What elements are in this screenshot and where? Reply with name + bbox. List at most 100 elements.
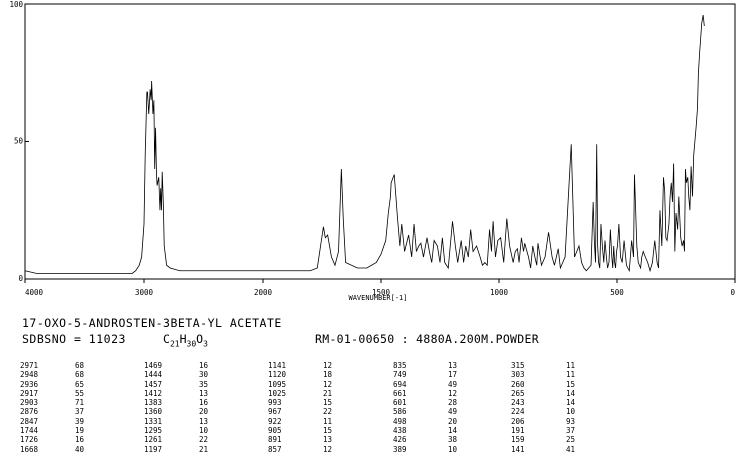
x-axis-label: WAVENUMBER[-1] bbox=[348, 294, 407, 302]
peak-wavenumber: 967 bbox=[268, 407, 282, 417]
peak-row: 1261 22 bbox=[144, 435, 254, 444]
peak-row: 141 41 bbox=[511, 445, 621, 454]
peak-wavenumber: 159 bbox=[511, 435, 525, 445]
peak-wavenumber: 835 bbox=[393, 361, 407, 370]
peak-intensity: 13 bbox=[199, 388, 209, 398]
peak-intensity: 14 bbox=[566, 398, 576, 408]
peak-row: 224 10 bbox=[511, 407, 621, 416]
peak-row: 1025 21 bbox=[268, 389, 378, 398]
peak-wavenumber: 2903 bbox=[20, 398, 39, 408]
peak-intensity: 21 bbox=[323, 388, 333, 398]
peak-wavenumber: 389 bbox=[393, 444, 407, 454]
peak-wavenumber: 438 bbox=[393, 426, 407, 436]
x-tick-label-3000: 3000 bbox=[135, 288, 154, 297]
y-tick-label-0: 0 bbox=[18, 274, 23, 283]
peak-row: 1412 13 bbox=[144, 389, 254, 398]
peak-row: 1197 21 bbox=[144, 445, 254, 454]
peak-wavenumber: 1331 bbox=[144, 416, 163, 426]
peak-row: 2903 71 bbox=[20, 398, 130, 407]
peak-row: 2917 55 bbox=[20, 389, 130, 398]
peak-row: 498 20 bbox=[393, 417, 503, 426]
peak-intensity: 14 bbox=[566, 388, 576, 398]
peak-wavenumber: 1412 bbox=[144, 388, 163, 398]
peak-row: 438 14 bbox=[393, 426, 503, 435]
peak-row: 1726 16 bbox=[20, 435, 130, 444]
peak-intensity: 11 bbox=[566, 370, 576, 380]
peak-row: 967 22 bbox=[268, 407, 378, 416]
peak-column: 1141 12 1120 18 1095 12 1025 21 993 15 967 22 922 11 9… bbox=[268, 361, 378, 454]
peak-row: 426 38 bbox=[393, 435, 503, 444]
peak-row: 1120 18 bbox=[268, 370, 378, 379]
peak-row: 1444 30 bbox=[144, 370, 254, 379]
x-tick-label-4000: 4000 bbox=[25, 288, 44, 297]
peak-wavenumber: 1469 bbox=[144, 361, 163, 370]
peak-row: 905 15 bbox=[268, 426, 378, 435]
peak-row: 661 12 bbox=[393, 389, 503, 398]
peak-wavenumber: 2917 bbox=[20, 388, 39, 398]
peak-wavenumber: 2936 bbox=[20, 379, 39, 389]
peak-intensity: 15 bbox=[323, 426, 333, 436]
peak-wavenumber: 1295 bbox=[144, 426, 163, 436]
peak-intensity: 13 bbox=[448, 361, 458, 370]
peak-wavenumber: 857 bbox=[268, 444, 282, 454]
peak-wavenumber: 426 bbox=[393, 435, 407, 445]
peak-row: 1331 13 bbox=[144, 417, 254, 426]
peak-row: 2948 68 bbox=[20, 370, 130, 379]
peak-intensity: 21 bbox=[199, 444, 209, 454]
peak-intensity: 65 bbox=[75, 379, 85, 389]
peak-intensity: 12 bbox=[448, 388, 458, 398]
peak-intensity: 19 bbox=[75, 426, 85, 436]
peak-wavenumber: 191 bbox=[511, 426, 525, 436]
molecular-formula: C21H30O3 bbox=[163, 332, 208, 349]
peak-intensity: 15 bbox=[566, 379, 576, 389]
peak-intensity: 16 bbox=[199, 361, 209, 370]
peak-row: 389 10 bbox=[393, 445, 503, 454]
peak-wavenumber: 2876 bbox=[20, 407, 39, 417]
peak-row: 922 11 bbox=[268, 417, 378, 426]
x-tick-label-0: 0 bbox=[730, 288, 735, 297]
peak-wavenumber: 2847 bbox=[20, 416, 39, 426]
peak-wavenumber: 905 bbox=[268, 426, 282, 436]
spectrum-line bbox=[24, 14, 705, 274]
axis-ticks: 4000 3000 2000 1500 1000 500 0 0 50 100 bbox=[9, 0, 736, 297]
peak-wavenumber: 2948 bbox=[20, 370, 39, 380]
peak-intensity: 11 bbox=[566, 361, 576, 370]
peak-intensity: 49 bbox=[448, 407, 458, 417]
peak-row: 159 25 bbox=[511, 435, 621, 444]
peak-wavenumber: 141 bbox=[511, 444, 525, 454]
peak-intensity: 35 bbox=[199, 379, 209, 389]
peak-intensity: 16 bbox=[199, 398, 209, 408]
peak-intensity: 41 bbox=[566, 444, 576, 454]
peak-row: 1469 16 bbox=[144, 361, 254, 370]
peak-intensity: 18 bbox=[323, 370, 333, 380]
ir-spectrum-chart: 4000 3000 2000 1500 1000 500 0 0 50 100 WAVENUMBE… bbox=[9, 0, 736, 302]
peak-row: 749 17 bbox=[393, 370, 503, 379]
peak-intensity: 25 bbox=[566, 435, 576, 445]
peak-wavenumber: 1197 bbox=[144, 444, 163, 454]
peak-wavenumber: 260 bbox=[511, 379, 525, 389]
peak-row: 265 14 bbox=[511, 389, 621, 398]
peak-row: 891 13 bbox=[268, 435, 378, 444]
peak-intensity: 10 bbox=[448, 444, 458, 454]
y-tick-label-100: 100 bbox=[9, 0, 23, 9]
peak-column: 835 13 749 17 694 49 661 12 601 28 586 49 498 20 438 14… bbox=[393, 361, 503, 454]
peak-row: 303 11 bbox=[511, 370, 621, 379]
peak-column: 2971 68 2948 68 2936 65 2917 55 2903 71 2876 37 2847… bbox=[20, 361, 130, 454]
peak-intensity: 39 bbox=[75, 416, 85, 426]
peak-intensity: 10 bbox=[566, 407, 576, 417]
peak-row: 835 13 bbox=[393, 361, 503, 370]
peak-intensity: 38 bbox=[448, 435, 458, 445]
peak-intensity: 13 bbox=[199, 416, 209, 426]
compound-name: 17-OXO-5-ANDROSTEN-3BETA-YL ACETATE bbox=[22, 316, 282, 330]
peak-intensity: 17 bbox=[448, 370, 458, 380]
peak-intensity: 55 bbox=[75, 388, 85, 398]
peak-row: 1141 12 bbox=[268, 361, 378, 370]
peak-row: 315 11 bbox=[511, 361, 621, 370]
peak-intensity: 93 bbox=[566, 416, 576, 426]
peak-column: 1469 16 1444 30 1457 35 1412 13 1383 16 1360 20 1331… bbox=[144, 361, 254, 454]
peak-wavenumber: 315 bbox=[511, 361, 525, 370]
peak-intensity: 68 bbox=[75, 361, 85, 370]
x-tick-label-2000: 2000 bbox=[254, 288, 273, 297]
peak-wavenumber: 601 bbox=[393, 398, 407, 408]
peak-intensity: 15 bbox=[323, 398, 333, 408]
